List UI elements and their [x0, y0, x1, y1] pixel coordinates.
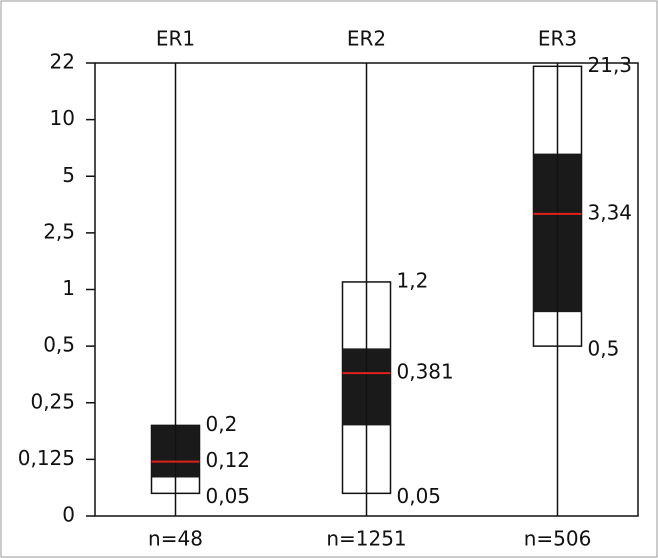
value-label: 3,34: [588, 200, 633, 224]
value-label: 0,12: [206, 448, 251, 472]
count-label: n=48: [148, 527, 203, 551]
value-label: 0,05: [397, 484, 442, 508]
value-label: 0,381: [397, 360, 454, 384]
category-label: ER3: [538, 27, 577, 51]
value-label: 1,2: [397, 268, 429, 292]
value-label: 0,5: [588, 337, 620, 361]
count-label: n=506: [524, 527, 592, 551]
y-tick-label: 1: [62, 276, 75, 300]
y-tick-label: 5: [62, 163, 75, 187]
y-tick-label: 0,125: [18, 446, 75, 470]
count-label: n=1251: [326, 527, 406, 551]
value-label: 0,05: [206, 484, 251, 508]
value-label: 0,2: [206, 412, 238, 436]
y-tick-label: 0: [62, 503, 75, 527]
y-tick-label: 22: [50, 50, 75, 74]
y-tick-label: 2,5: [43, 219, 75, 243]
value-label: 21,3: [588, 53, 633, 77]
y-tick-label: 10: [50, 106, 75, 130]
category-label: ER2: [347, 27, 386, 51]
category-label: ER1: [156, 27, 195, 51]
y-tick-label: 0,25: [30, 389, 75, 413]
y-tick-label: 0,5: [43, 333, 75, 357]
